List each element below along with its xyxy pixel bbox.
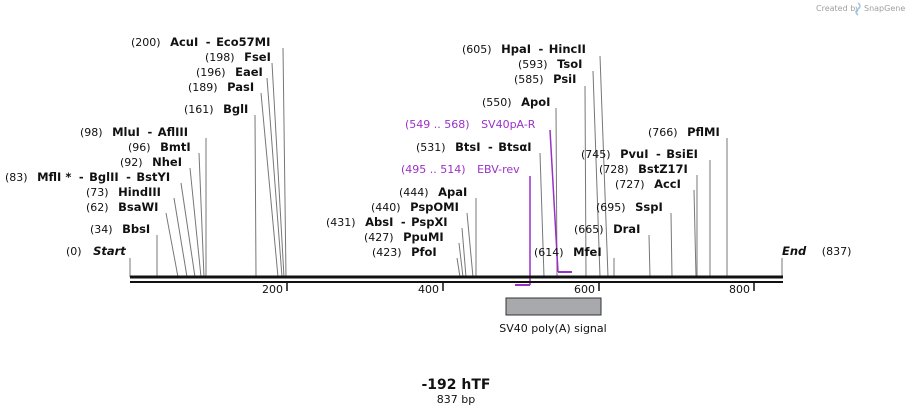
map-title: -192 hTF [422,377,491,393]
site-label-btsi[interactable]: (531) BtsI - BtsαI [416,140,532,154]
site-label-hpai[interactable]: (605) HpaI - HincII [462,42,586,56]
site-lines [129,47,783,278]
tick-label-400: 400 [418,283,439,296]
map-length: 837 bp [437,393,475,406]
site-label-eaei[interactable]: (196) EaeI [196,65,263,79]
site-label-apoi[interactable]: (550) ApoI [482,95,550,109]
site-label-bstz17i[interactable]: (728) BstZ17I [599,162,688,176]
credit-text: Created by [816,4,860,13]
site-label-pspomi[interactable]: (440) PspOMI [371,200,459,214]
site-label-bgli[interactable]: (161) BglI [184,102,248,116]
primer-sv40pa-r-label[interactable]: (549 .. 568) SV40pA-R [405,118,536,131]
site-label-psii[interactable]: (585) PsiI [514,72,576,86]
site-label-sspi[interactable]: (695) SspI [596,200,663,214]
site-label-ppumi[interactable]: (427) PpuMI [364,230,444,244]
snapgene-logo-icon [855,2,861,16]
site-label-bmti[interactable]: (96) BmtI [128,140,191,154]
site-label-mfei[interactable]: (614) MfeI [534,245,602,259]
site-label-pasi[interactable]: (189) PasI [188,80,254,94]
site-label-bbsi[interactable]: (34) BbsI [90,222,150,236]
credit-brand: SnapGene [864,4,905,13]
site-label-pvui[interactable]: (745) PvuI - BsiEI [581,147,698,161]
tick-label-600: 600 [574,283,595,296]
site-label-tsoi[interactable]: (593) TsoI [518,57,582,71]
tick-label-800: 800 [729,283,750,296]
ruler-ticks [286,282,755,291]
site-label-acui[interactable]: (200) AcuI - Eco57MI [131,35,270,49]
site-label-acci[interactable]: (727) AccI [615,177,681,191]
site-label-pflmi[interactable]: (766) PflMI [648,125,720,139]
site-label-drai[interactable]: (665) DraI [574,222,640,236]
site-label-fsei[interactable]: (198) FseI [205,50,271,64]
primer-lines [529,129,559,285]
site-label-apai[interactable]: (444) ApaI [399,185,467,199]
end-label: End (837) [782,244,851,258]
site-label-pfoi[interactable]: (423) PfoI [372,245,437,259]
site-label-hindiii[interactable]: (73) HindIII [86,185,161,199]
site-label-absi[interactable]: (431) AbsI - PspXI [326,215,448,229]
start-label: (0) Start [66,244,126,258]
primer-ebv-rev-label[interactable]: (495 .. 514) EBV-rev [401,163,520,176]
feature-sv40-polya-label: SV40 poly(A) signal [499,322,606,335]
site-label-mfli[interactable]: (83) MflI * - BglII - BstYI [5,170,170,184]
site-label-bsawi[interactable]: (62) BsaWI [86,200,158,214]
site-label-mlui[interactable]: (98) MluI - AflIII [80,125,188,139]
feature-sv40-polya-box[interactable] [505,297,602,316]
tick-label-200: 200 [262,283,283,296]
site-label-nhei[interactable]: (92) NheI [120,155,182,169]
